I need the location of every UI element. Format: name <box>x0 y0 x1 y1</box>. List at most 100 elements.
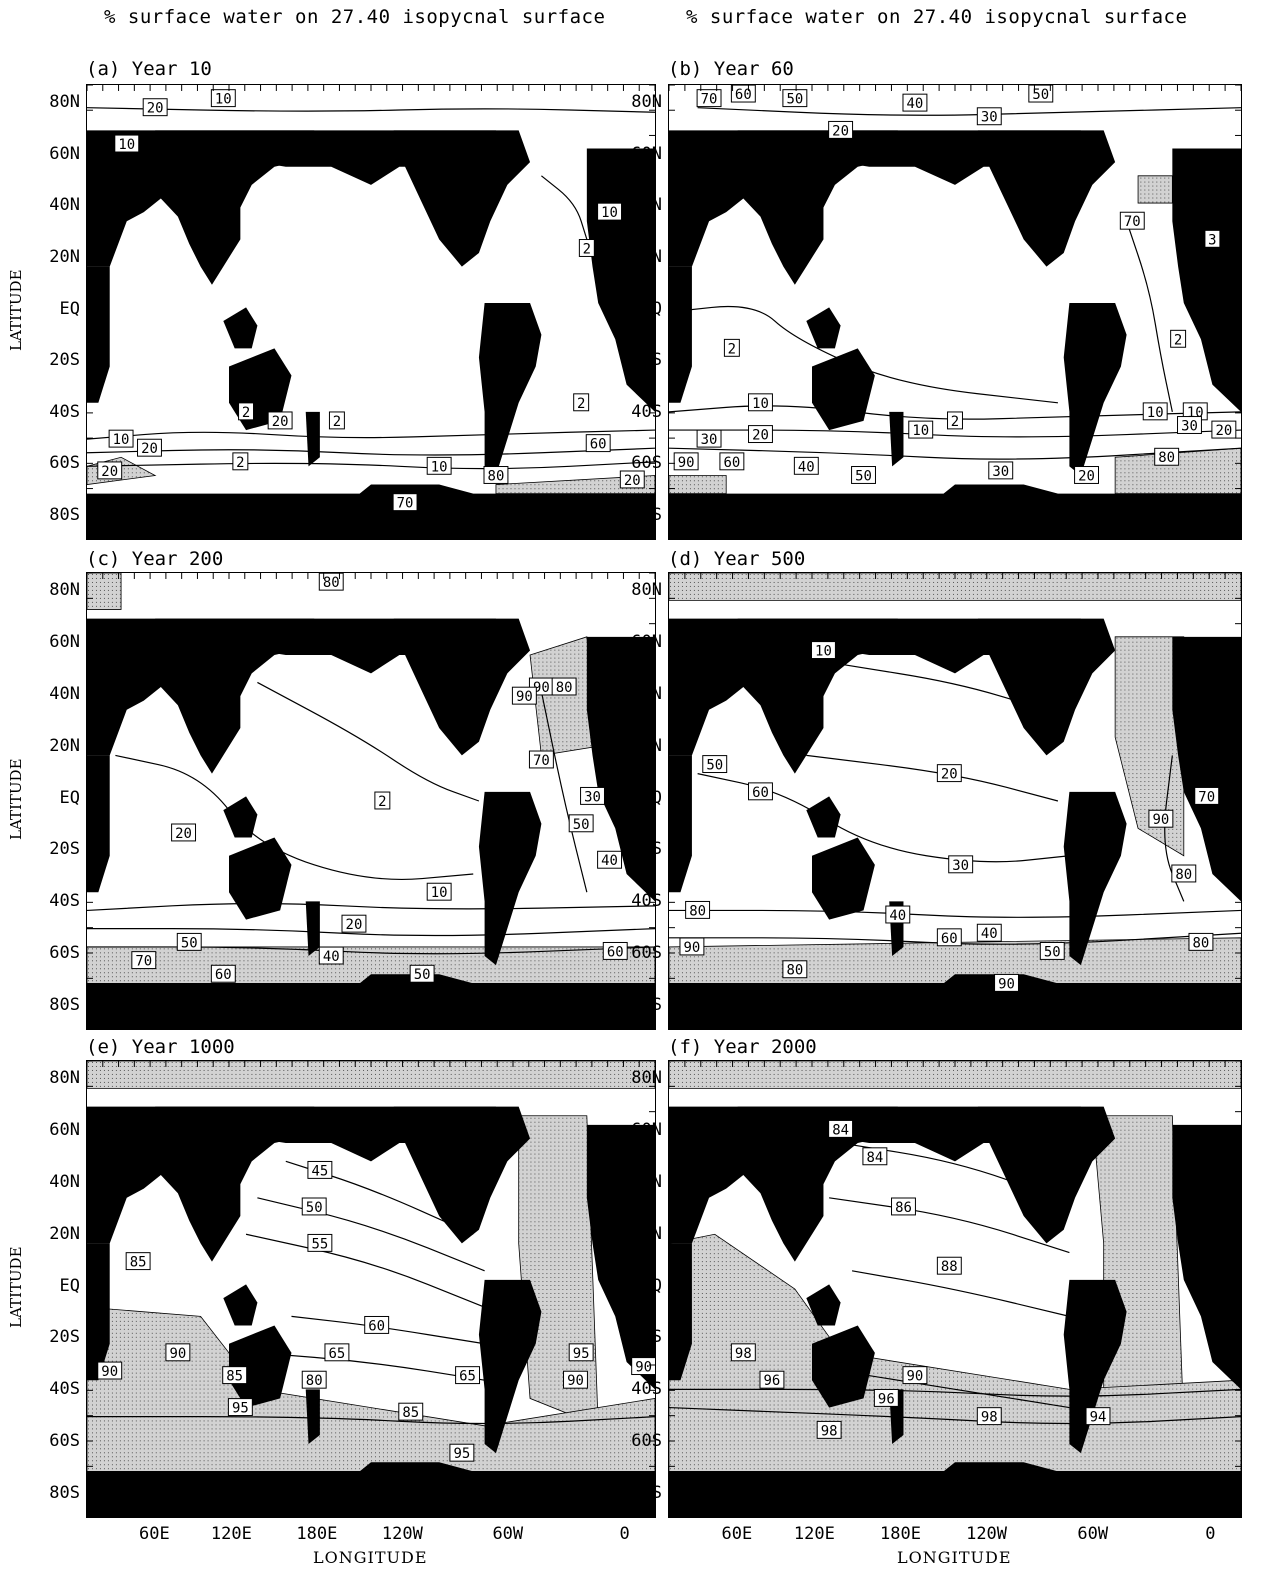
landmass-namerica <box>393 618 531 756</box>
svg-text:80: 80 <box>323 575 340 591</box>
svg-text:70: 70 <box>397 496 414 512</box>
svg-text:40: 40 <box>889 908 906 924</box>
landmass-australia <box>812 348 875 431</box>
x-tick-label: 120W <box>381 1524 423 1544</box>
svg-text:50: 50 <box>786 92 803 108</box>
svg-text:30: 30 <box>1181 418 1198 434</box>
y-tick-label: 20S <box>631 350 662 371</box>
svg-text:85: 85 <box>226 1369 243 1385</box>
contour-line <box>115 754 474 881</box>
svg-text:50: 50 <box>855 468 872 484</box>
landmass-africa <box>87 1243 110 1381</box>
svg-text:80: 80 <box>306 1373 323 1389</box>
contour-label: 90 <box>673 452 699 471</box>
y-tick-label: 40S <box>49 891 80 912</box>
svg-text:60: 60 <box>368 1318 385 1334</box>
svg-text:50: 50 <box>706 758 723 774</box>
y-tick-label: 40S <box>49 1379 80 1400</box>
svg-text:2: 2 <box>333 414 341 430</box>
y-tick-label: 80S <box>49 994 80 1015</box>
y-tick-label: 40S <box>631 401 662 422</box>
svg-text:10: 10 <box>118 137 135 153</box>
y-tick-label: EQ <box>59 298 80 319</box>
landmass-antarctica <box>87 1462 655 1517</box>
y-tick-label: 40N <box>631 195 662 216</box>
svg-text:98: 98 <box>821 1423 838 1439</box>
svg-text:70: 70 <box>533 753 550 769</box>
landmass-eurasia <box>669 130 898 285</box>
landmass-nz <box>305 1389 320 1445</box>
y-tick-label: 80N <box>49 92 80 113</box>
svg-text:90: 90 <box>1152 812 1169 828</box>
y-tick-label: 60S <box>631 1430 662 1451</box>
svg-text:2: 2 <box>951 414 959 430</box>
svg-text:95: 95 <box>573 1346 590 1362</box>
contour-label: 2 <box>1170 329 1187 348</box>
landmass-samerica <box>1063 302 1127 476</box>
landmass-nz <box>305 411 320 467</box>
landmass-eafrica <box>586 148 655 412</box>
contour-line <box>87 461 655 470</box>
contour-label: 20 <box>748 425 773 444</box>
contour-label: 20 <box>341 914 367 933</box>
contour-label: 50 <box>176 932 202 951</box>
svg-text:80: 80 <box>1175 867 1192 883</box>
contour-label: 90 <box>1148 809 1174 828</box>
contour-label: 40 <box>597 850 623 869</box>
svg-text:30: 30 <box>952 858 969 874</box>
contour-label: 85 <box>222 1366 248 1385</box>
contour-label: 84 <box>862 1147 888 1166</box>
svg-text:60: 60 <box>590 437 607 453</box>
landmass-africa <box>87 266 110 403</box>
contour-label: 80 <box>301 1370 327 1389</box>
svg-text:10: 10 <box>1147 405 1164 421</box>
landmass-namerica <box>393 130 531 267</box>
svg-text:20: 20 <box>832 123 849 139</box>
y-tick-label: 80S <box>631 504 662 525</box>
landmass-eurasia <box>87 1106 315 1262</box>
contour-label: 80 <box>1154 447 1180 466</box>
contour-label: 10 <box>811 641 836 660</box>
contour-label: 60 <box>364 1315 390 1334</box>
landmass-indonesia <box>806 1284 841 1326</box>
svg-text:80: 80 <box>1193 935 1210 951</box>
svg-text:30: 30 <box>584 789 601 805</box>
landmass-samerica <box>478 1279 542 1454</box>
landmass-samerica <box>478 791 542 966</box>
landmass-namerica <box>393 1106 531 1244</box>
svg-text:70: 70 <box>135 954 152 970</box>
contour-label: 90 <box>165 1343 191 1362</box>
landmass-australia <box>229 1325 292 1408</box>
svg-text:50: 50 <box>573 817 590 833</box>
contour-label: 85 <box>125 1252 151 1271</box>
svg-text:2: 2 <box>378 794 386 810</box>
contour-line <box>697 773 1070 863</box>
contour-label: 65 <box>324 1343 350 1362</box>
svg-text:94: 94 <box>1090 1410 1107 1426</box>
y-tick-label: 20S <box>49 350 80 371</box>
y-tick-label: 20S <box>631 839 662 860</box>
svg-text:80: 80 <box>689 903 706 919</box>
svg-text:86: 86 <box>895 1200 912 1216</box>
svg-text:20: 20 <box>147 101 164 117</box>
y-tick-label: 20N <box>49 246 80 267</box>
landmass-indonesia <box>223 796 258 838</box>
contour-line <box>87 928 655 937</box>
landmass-eafrica <box>586 1124 655 1390</box>
landmass-australia <box>812 1325 875 1408</box>
contour-label: 20 <box>137 438 162 457</box>
contour-label: 10 <box>597 202 623 221</box>
contour-label: 50 <box>702 755 728 774</box>
contour-line <box>840 663 1047 711</box>
panel-title-b: (b) Year 60 <box>668 58 794 80</box>
map-panel-f: 84 84 86 88 98 96 90 96 94 98 98 <box>668 1060 1242 1518</box>
contour-line <box>291 1315 485 1345</box>
contour-label: 2 <box>232 452 249 471</box>
contour-label: 40 <box>902 93 928 112</box>
contour-label: 80 <box>483 466 509 484</box>
landmass-indonesia <box>806 307 841 349</box>
contour-label: 80 <box>1188 932 1214 951</box>
y-tick-label: EQ <box>59 787 80 808</box>
svg-text:30: 30 <box>992 464 1009 480</box>
